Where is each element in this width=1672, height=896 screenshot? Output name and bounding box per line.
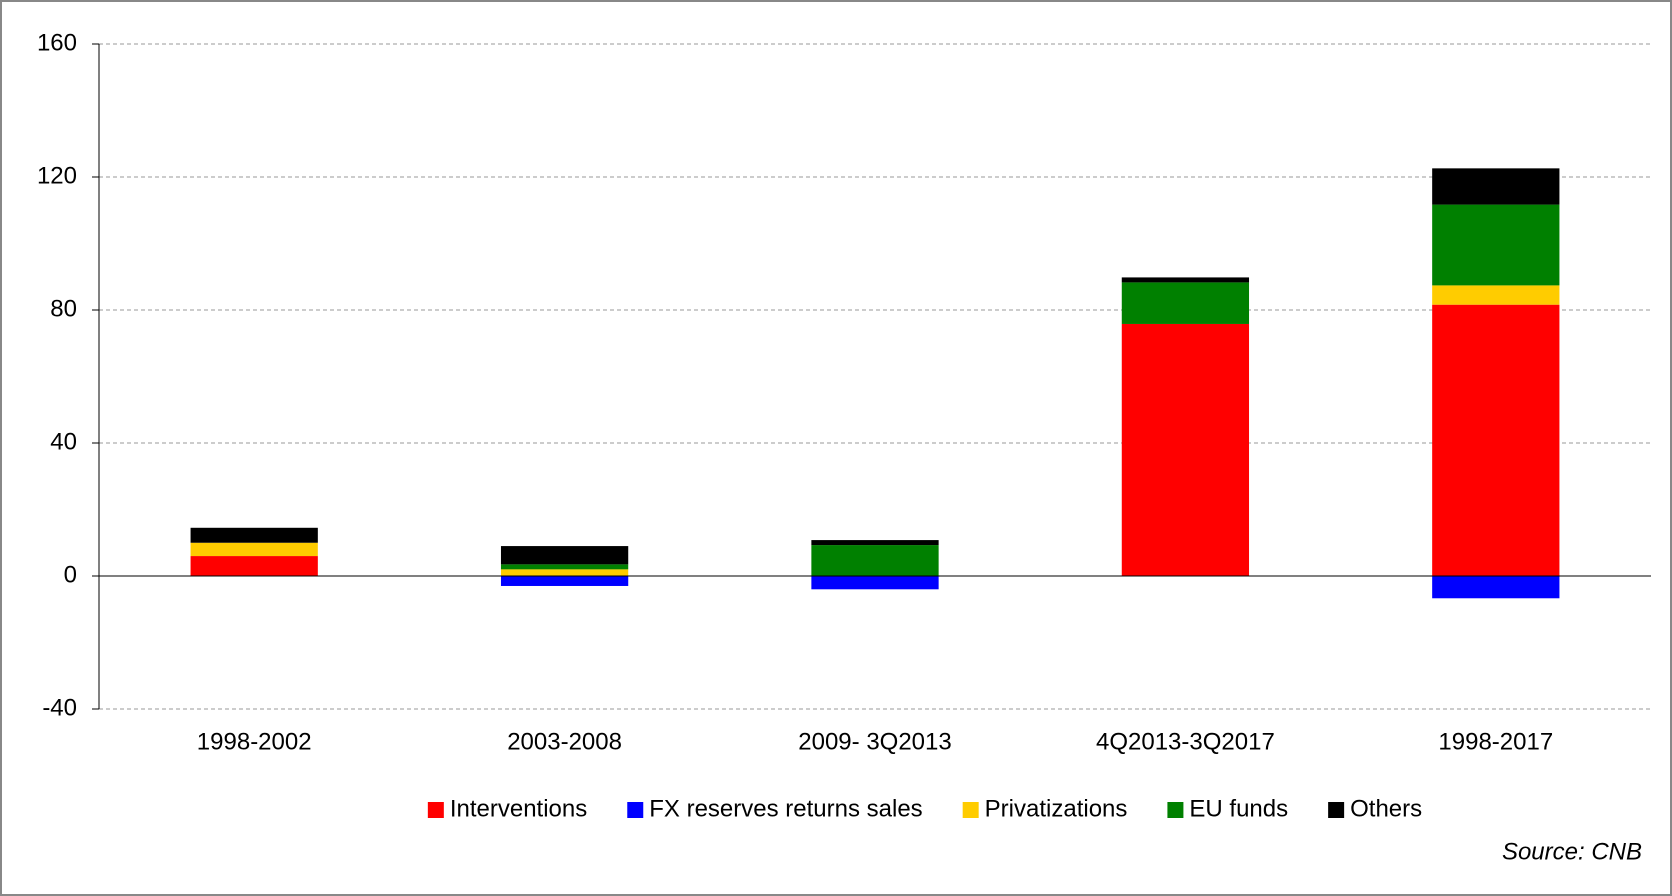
bar-segment (1121, 277, 1250, 283)
bar-segment (190, 527, 318, 543)
y-tick-label: 120 (37, 162, 77, 189)
legend-label: FX reserves returns sales (649, 795, 922, 822)
bar-segment (1432, 204, 1560, 286)
bar-segment (190, 556, 318, 576)
bar-segment (1432, 576, 1560, 599)
legend-swatch (427, 802, 444, 818)
y-tick-label: -40 (42, 694, 77, 721)
bar-segment (500, 546, 629, 565)
x-tick-label: 1998-2002 (197, 728, 312, 755)
bar-segment (1121, 282, 1250, 324)
bar-segment (811, 540, 939, 546)
bar-segment (190, 542, 318, 557)
legend-swatch (1328, 802, 1345, 818)
bar-segment (500, 576, 629, 586)
x-tick-label: 2009- 3Q2013 (798, 728, 951, 755)
y-tick-label: 40 (50, 428, 77, 455)
bar-segment (1432, 304, 1560, 576)
x-tick-label: 2003-2008 (507, 728, 622, 755)
legend-swatch (1167, 802, 1184, 818)
x-tick-label: 4Q2013-3Q2017 (1096, 728, 1275, 755)
legend-label: Others (1350, 795, 1422, 822)
source-note: Source: CNB (1502, 838, 1642, 865)
bar-segment (811, 545, 939, 576)
legend-swatch (962, 802, 979, 818)
legend-swatch (627, 802, 644, 818)
y-tick-label: 160 (37, 29, 77, 56)
y-tick-label: 80 (50, 295, 77, 322)
bar-segment (500, 564, 629, 570)
bar-segment (811, 576, 939, 590)
legend-label: Privatizations (985, 795, 1128, 822)
x-tick-label: 1998-2017 (1438, 728, 1553, 755)
bar-segment (1121, 323, 1250, 576)
legend-label: Interventions (450, 795, 587, 822)
bar-segment (1432, 285, 1560, 305)
bar-segment (1432, 168, 1560, 205)
y-tick-label: 0 (64, 561, 77, 588)
bar-segment (500, 569, 629, 576)
legend-label: EU funds (1189, 795, 1288, 822)
